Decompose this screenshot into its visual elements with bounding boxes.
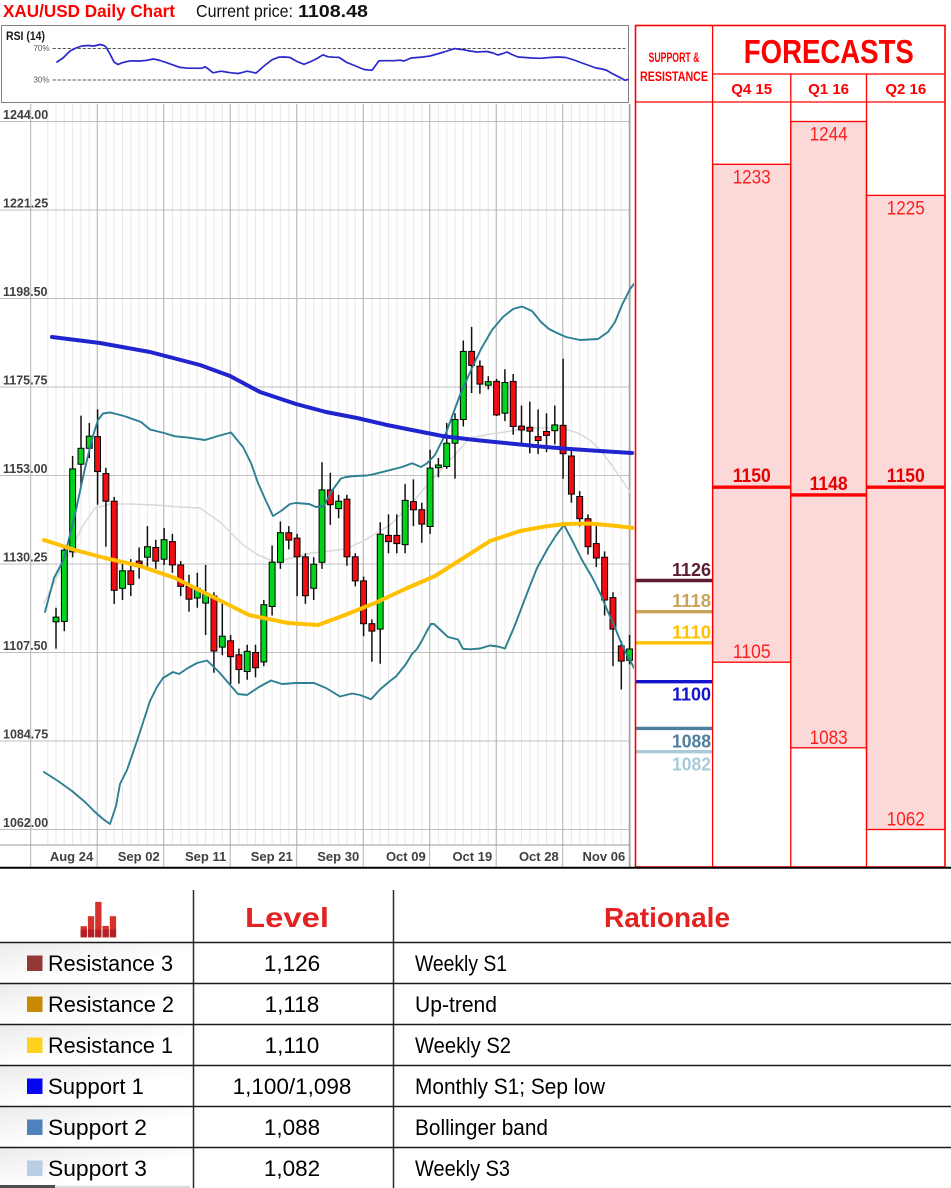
svg-text:1233: 1233 — [733, 167, 771, 188]
svg-text:Up-trend: Up-trend — [415, 992, 497, 1017]
svg-text:1110: 1110 — [672, 621, 711, 642]
svg-text:Q4 15: Q4 15 — [731, 81, 772, 98]
svg-text:Sep 11: Sep 11 — [185, 849, 226, 864]
svg-text:1221.25: 1221.25 — [3, 197, 48, 211]
svg-text:Bollinger band: Bollinger band — [415, 1115, 548, 1140]
svg-text:Support 3: Support 3 — [48, 1156, 147, 1181]
svg-text:1083: 1083 — [810, 728, 848, 749]
svg-text:30%: 30% — [33, 76, 49, 85]
svg-text:Resistance 1: Resistance 1 — [48, 1033, 173, 1058]
svg-text:Oct 28: Oct 28 — [519, 849, 559, 864]
svg-text:1150: 1150 — [733, 465, 771, 487]
svg-text:Level: Level — [245, 902, 329, 933]
svg-text:Monthly S1; Sep low: Monthly S1; Sep low — [415, 1074, 606, 1099]
svg-text:1198.50: 1198.50 — [3, 285, 48, 299]
svg-text:XAU/USD Daily Chart: XAU/USD Daily Chart — [3, 1, 175, 21]
svg-text:FORECASTS: FORECASTS — [744, 33, 914, 70]
svg-text:1118: 1118 — [672, 590, 711, 611]
svg-text:1,110: 1,110 — [265, 1033, 320, 1058]
svg-text:Nov 06: Nov 06 — [583, 849, 626, 864]
svg-text:1,088: 1,088 — [264, 1115, 320, 1140]
svg-text:Resistance 3: Resistance 3 — [48, 951, 173, 976]
svg-text:1244: 1244 — [810, 125, 848, 146]
svg-text:Current price:: Current price: — [196, 1, 293, 21]
svg-text:1107.50: 1107.50 — [3, 639, 48, 653]
svg-text:1100: 1100 — [672, 684, 711, 705]
svg-text:Rationale: Rationale — [604, 902, 730, 933]
svg-text:1153.00: 1153.00 — [3, 462, 48, 476]
svg-text:Aug 24: Aug 24 — [50, 849, 94, 864]
svg-text:1225: 1225 — [887, 198, 925, 219]
svg-text:1130.25: 1130.25 — [3, 551, 48, 565]
svg-text:Oct 19: Oct 19 — [452, 849, 492, 864]
svg-text:Q1 16: Q1 16 — [808, 81, 849, 98]
svg-text:1,118: 1,118 — [265, 992, 320, 1017]
svg-text:1088: 1088 — [672, 730, 711, 751]
svg-text:1150: 1150 — [887, 465, 925, 487]
svg-text:Sep 30: Sep 30 — [317, 849, 359, 864]
svg-text:1084.75: 1084.75 — [3, 728, 48, 742]
svg-text:1105: 1105 — [733, 642, 771, 663]
svg-text:1126: 1126 — [672, 559, 711, 580]
svg-text:Weekly S1: Weekly S1 — [415, 951, 507, 976]
svg-text:1,100/1,098: 1,100/1,098 — [233, 1074, 352, 1099]
svg-text:SUPPORT &: SUPPORT & — [649, 50, 700, 65]
svg-text:1,126: 1,126 — [264, 951, 320, 976]
svg-text:1082: 1082 — [672, 754, 711, 775]
svg-text:Resistance 2: Resistance 2 — [48, 992, 174, 1017]
svg-text:RESISTANCE: RESISTANCE — [640, 69, 708, 84]
svg-text:Support 1: Support 1 — [48, 1074, 144, 1099]
svg-text:Q2 16: Q2 16 — [885, 81, 926, 98]
svg-text:Oct 09: Oct 09 — [386, 849, 426, 864]
svg-text:1148: 1148 — [810, 473, 848, 495]
svg-text:1244.00: 1244.00 — [3, 108, 48, 122]
svg-text:Support 2: Support 2 — [48, 1115, 147, 1140]
svg-text:Sep 21: Sep 21 — [251, 849, 293, 864]
svg-text:1,082: 1,082 — [264, 1156, 320, 1181]
svg-text:1062: 1062 — [887, 810, 925, 831]
svg-text:1062.00: 1062.00 — [3, 816, 48, 830]
svg-text:Sep 02: Sep 02 — [118, 849, 160, 864]
svg-text:RSI (14): RSI (14) — [6, 31, 45, 43]
svg-text:1175.75: 1175.75 — [3, 374, 48, 388]
svg-text:1108.48: 1108.48 — [298, 1, 368, 21]
svg-text:70%: 70% — [33, 44, 49, 53]
svg-text:Weekly S2: Weekly S2 — [415, 1033, 511, 1058]
svg-text:Weekly S3: Weekly S3 — [415, 1156, 510, 1181]
